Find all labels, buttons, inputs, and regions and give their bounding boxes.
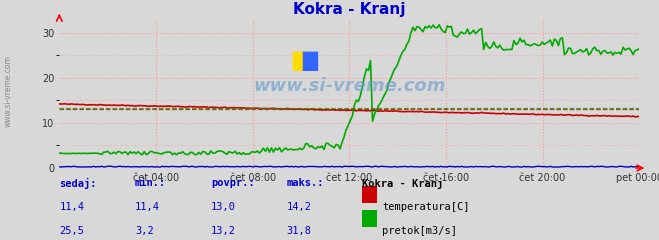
- Text: www.si-vreme.com: www.si-vreme.com: [3, 55, 13, 127]
- Text: temperatura[C]: temperatura[C]: [382, 202, 470, 212]
- Text: povpr.:: povpr.:: [211, 178, 254, 188]
- Text: 13,2: 13,2: [211, 226, 236, 236]
- Text: maks.:: maks.:: [287, 178, 324, 188]
- Text: sedaj:: sedaj:: [59, 178, 97, 189]
- Text: 11,4: 11,4: [135, 202, 160, 212]
- Text: 3,2: 3,2: [135, 226, 154, 236]
- Text: Kokra - Kranj: Kokra - Kranj: [362, 178, 444, 189]
- Text: █: █: [302, 51, 318, 71]
- Text: min.:: min.:: [135, 178, 166, 188]
- Text: 13,0: 13,0: [211, 202, 236, 212]
- Text: █: █: [293, 51, 308, 71]
- Text: 31,8: 31,8: [287, 226, 312, 236]
- Text: pretok[m3/s]: pretok[m3/s]: [382, 226, 457, 236]
- Text: 25,5: 25,5: [59, 226, 84, 236]
- Text: www.si-vreme.com: www.si-vreme.com: [253, 77, 445, 95]
- Title: Kokra - Kranj: Kokra - Kranj: [293, 2, 405, 17]
- Text: 14,2: 14,2: [287, 202, 312, 212]
- Text: 11,4: 11,4: [59, 202, 84, 212]
